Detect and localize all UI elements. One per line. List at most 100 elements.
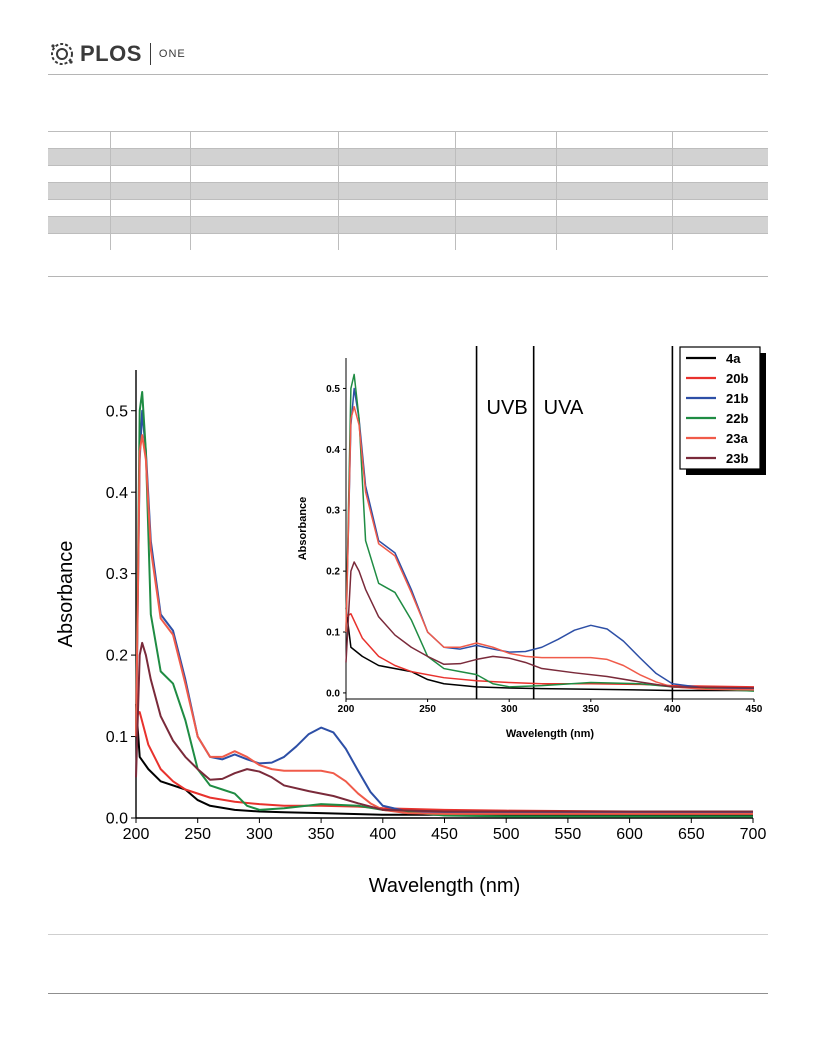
table-cell: [672, 233, 768, 250]
table-row: [48, 148, 768, 166]
table-cell: [338, 148, 456, 166]
table-cell: [190, 216, 339, 234]
series-line-23b: [135, 641, 753, 813]
y-axis-label: Absorbance: [55, 541, 77, 648]
header-rule: [48, 74, 768, 75]
y-tick-label: 0.3: [326, 506, 340, 517]
table-cell: [48, 165, 111, 183]
table-cell: [110, 148, 191, 166]
table-cell: [190, 182, 339, 200]
table-cell: [556, 216, 673, 234]
x-tick-label: 450: [746, 704, 763, 715]
table-bottom-rule: [48, 276, 768, 277]
x-tick-label: 450: [431, 826, 458, 843]
series-line-20b: [135, 711, 754, 814]
y-tick-label: 0.1: [326, 628, 340, 639]
footer-rule: [48, 993, 768, 994]
y-tick-label: 0.1: [106, 729, 128, 746]
table-cell: [48, 233, 111, 250]
table-row: [48, 131, 768, 149]
table-cell: [455, 233, 557, 250]
brand-name: PLOS: [80, 41, 142, 66]
y-tick-label: 0.0: [106, 811, 128, 828]
y-tick-label: 0.4: [106, 485, 128, 502]
x-tick-label: 550: [555, 826, 582, 843]
series-line-22b: [135, 390, 753, 818]
table-cell: [455, 182, 557, 200]
table-cell: [672, 165, 768, 183]
table-cell: [48, 199, 111, 217]
table-cell: [455, 148, 557, 166]
y-tick-label: 0.0: [326, 688, 340, 699]
legend-box: [679, 346, 761, 470]
legend-label: 21b: [726, 391, 748, 406]
x-tick-label: 650: [678, 826, 705, 843]
series-line-23a: [345, 405, 755, 691]
x-tick-label: 200: [338, 704, 355, 715]
table-cell: [556, 165, 673, 183]
table-row: [48, 199, 768, 217]
uv-band-label: UVA: [544, 397, 584, 419]
table-cell: [190, 165, 339, 183]
table-row: [48, 182, 768, 200]
x-tick-label: 400: [369, 826, 396, 843]
table-cell: [110, 216, 191, 234]
table-cell: [672, 148, 768, 166]
x-tick-label: 250: [184, 826, 211, 843]
series-line-4a: [135, 703, 753, 817]
series-line-22b: [345, 373, 755, 692]
table-cell: [110, 182, 191, 200]
legend-label: 23b: [726, 451, 748, 466]
table-cell: [48, 182, 111, 200]
table-cell: [455, 165, 557, 183]
table-cell: [48, 131, 111, 149]
table-cell: [190, 131, 339, 149]
table-cell: [455, 216, 557, 234]
x-tick-label: 500: [493, 826, 520, 843]
series-line-23b: [345, 561, 755, 689]
y-axis-label: Absorbance: [297, 497, 309, 561]
journal-header: PLOS ONE: [48, 36, 186, 72]
x-tick-label: 400: [664, 704, 681, 715]
x-tick-label: 250: [419, 704, 436, 715]
journal-name: ONE: [158, 48, 186, 60]
table-cell: [190, 233, 339, 250]
table-cell: [556, 148, 673, 166]
x-tick-label: 350: [582, 704, 599, 715]
x-tick-label: 200: [123, 826, 150, 843]
table-row: [48, 216, 768, 234]
table-cell: [48, 216, 111, 234]
series-line-4a: [345, 607, 754, 692]
table-cell: [556, 131, 673, 149]
table-cell: [556, 233, 673, 250]
y-tick-label: 0.2: [326, 567, 340, 578]
main-plot: 200 250 300 350 400 450 500 550 600 650 700 0.0 0.1 0…: [55, 370, 766, 897]
x-tick-label: 700: [740, 826, 767, 843]
table-cell: [110, 199, 191, 217]
table-cell: [48, 148, 111, 166]
legend-label: 4a: [726, 351, 741, 366]
table-cell: [672, 131, 768, 149]
table-cell: [556, 199, 673, 217]
inset-plot: 200 250 300 350 400 450 0.0 0.1 0.2 0.3 0.4 0.5 UVB U…: [297, 346, 766, 740]
table-row: [48, 233, 768, 250]
uv-band-label: UVB: [487, 397, 528, 419]
y-tick-label: 0.5: [326, 384, 340, 395]
table-cell: [110, 131, 191, 149]
table-cell: [190, 148, 339, 166]
table-cell: [338, 165, 456, 183]
logo-divider: [149, 43, 151, 65]
y-tick-label: 0.5: [106, 403, 128, 420]
table-cell: [338, 216, 456, 234]
x-axis-label: Wavelength (nm): [506, 728, 595, 740]
legend-label: 22b: [726, 411, 748, 426]
table-cell: [455, 199, 557, 217]
table-cell: [338, 131, 456, 149]
x-axis-label: Wavelength (nm): [369, 875, 521, 897]
y-tick-label: 0.3: [106, 566, 128, 583]
table-cell: [556, 182, 673, 200]
table-cell: [110, 165, 191, 183]
table-cell: [672, 182, 768, 200]
legend-label: 20b: [726, 371, 748, 386]
